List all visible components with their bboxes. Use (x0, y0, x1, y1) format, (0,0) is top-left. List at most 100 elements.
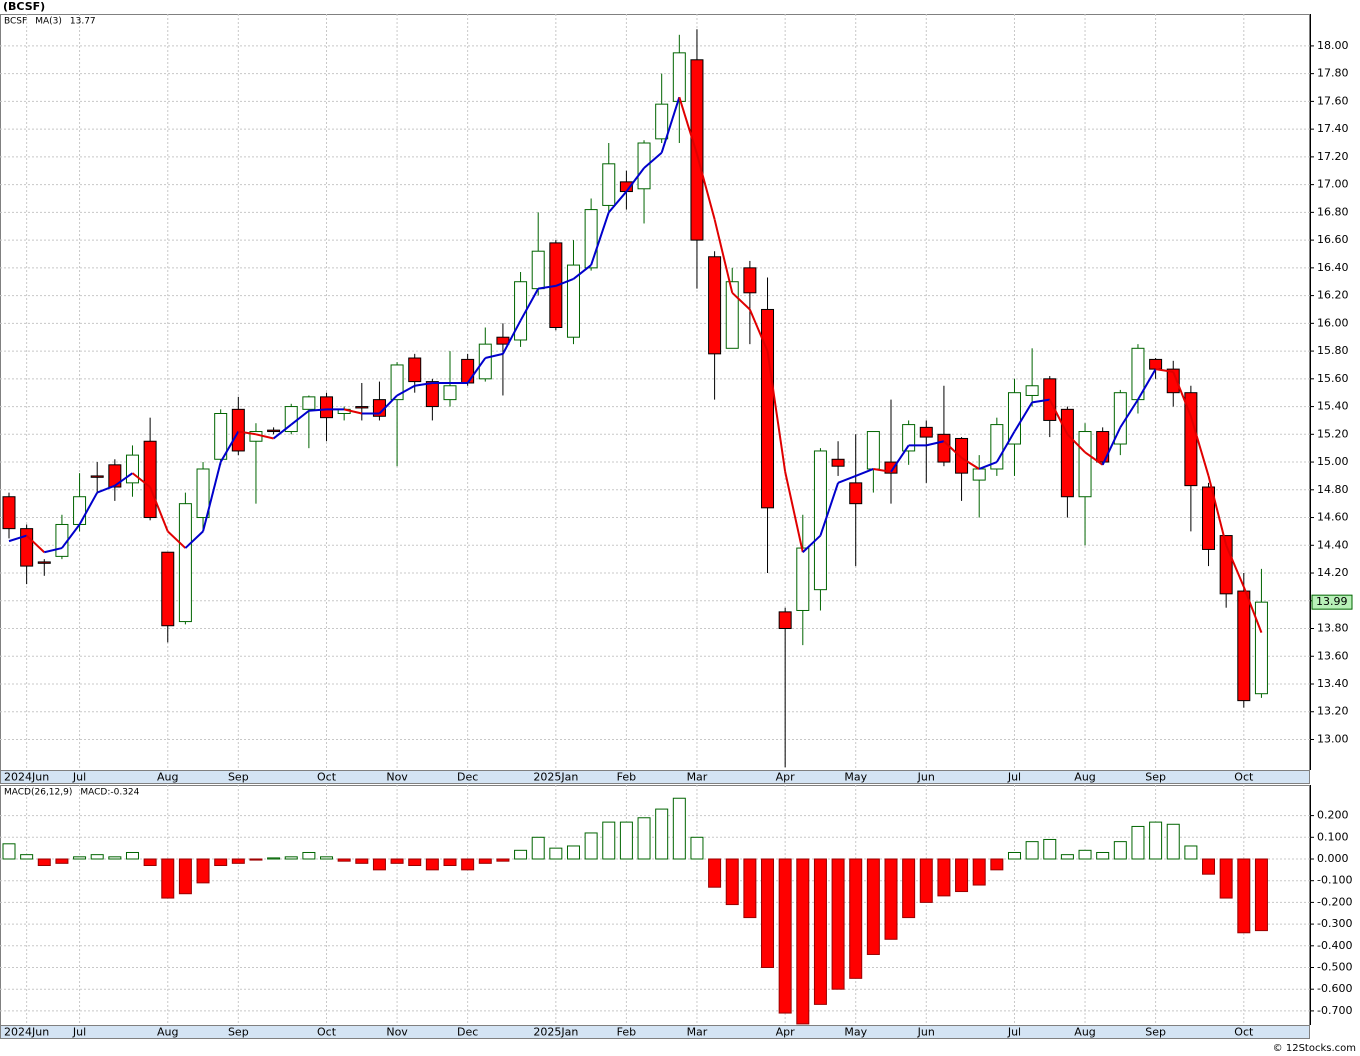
ma-line-segment (114, 472, 134, 487)
candle-body (743, 267, 757, 294)
ma-line-segment (748, 309, 769, 352)
ma-line-segment (1066, 433, 1086, 454)
y-tick-label: -0.400 (1317, 939, 1352, 952)
ma-line-segment (643, 151, 663, 169)
macd-bar (408, 858, 422, 867)
macd-bar (1254, 858, 1268, 932)
x-tick-label: Apr (776, 1026, 796, 1039)
macd-bar (196, 858, 210, 884)
macd-bar (1131, 825, 1145, 860)
macd-bar (390, 858, 404, 864)
legend-entry: 13.77 (70, 17, 96, 27)
macd-bar (443, 858, 457, 867)
macd-bar (372, 858, 386, 871)
ma-line-segment (1189, 415, 1210, 477)
y-tick-label: -0.300 (1317, 917, 1352, 930)
candle-body (443, 385, 457, 401)
ma-line-segment (1119, 399, 1139, 428)
candle-body (796, 547, 810, 611)
macd-bar (1202, 858, 1216, 875)
ma-line-segment (660, 96, 681, 154)
ma-line-segment (396, 384, 416, 397)
y-tick-label: 0.200 (1317, 809, 1349, 822)
x-tick-label: Nov (386, 1026, 408, 1039)
candle-body (849, 482, 863, 505)
last-price-box (1311, 594, 1353, 610)
candle-body (602, 163, 616, 206)
ma-line-segment (1172, 371, 1192, 417)
ma-line-segment (802, 534, 822, 553)
plot-area (0, 785, 1310, 1026)
ma-line-segment (555, 278, 574, 287)
ma-line-segment (1155, 368, 1174, 373)
y-tick-label: 17.40 (1317, 122, 1349, 135)
x-tick-label: May (844, 1026, 867, 1039)
macd-bar (1043, 838, 1057, 860)
macd-bar (672, 797, 686, 860)
candle-body (1025, 385, 1039, 396)
macd-bar (214, 858, 228, 867)
candle-body (302, 396, 316, 410)
macd-bar (566, 845, 580, 860)
candle-body (778, 611, 792, 630)
ma-line-segment (519, 288, 540, 322)
ma-line-segment (731, 292, 751, 311)
y-tick-label: -0.100 (1317, 874, 1352, 887)
y-tick-label: -0.600 (1317, 982, 1352, 995)
ma-line-segment (219, 431, 240, 463)
candle-body (496, 336, 510, 345)
x-tick-label: Aug (157, 771, 178, 784)
macd-bar (20, 854, 34, 860)
ma-line-segment (343, 408, 363, 415)
ma-line-segment (466, 357, 487, 384)
x-tick-label: Dec (457, 1026, 478, 1039)
macd-bar (584, 832, 598, 860)
macd-bar (761, 858, 775, 968)
candle-body (178, 503, 192, 623)
candle-body (461, 358, 475, 384)
ma-line-segment (819, 482, 840, 536)
macd-bar (531, 836, 545, 860)
macd-bar (478, 858, 492, 864)
macd-bar (849, 858, 863, 979)
date-band (0, 1025, 1310, 1039)
macd-bar (355, 858, 369, 864)
macd-bar (902, 858, 916, 919)
ma-line-segment (272, 423, 292, 440)
candle-body (267, 429, 281, 433)
ma-line-segment (961, 457, 980, 470)
x-tick-label: Jul (1007, 771, 1021, 784)
macd-bar (955, 858, 969, 893)
macd-bar (1184, 845, 1198, 860)
candle-body (125, 454, 139, 484)
x-tick-label: Jun (917, 771, 935, 784)
macd-bar (55, 858, 69, 864)
y-tick-label: -0.500 (1317, 960, 1352, 973)
y-tick-label: 16.80 (1317, 205, 1349, 218)
candle-body (390, 364, 404, 401)
candle-body (655, 103, 669, 140)
macd-bar (655, 808, 669, 860)
candle-body (108, 464, 122, 488)
ma-line-segment (678, 96, 698, 155)
ma-line-segment (1207, 475, 1228, 546)
x-tick-label: Oct (317, 1026, 337, 1039)
y-tick-label: 15.20 (1317, 427, 1349, 440)
y-tick-label: 17.80 (1317, 67, 1349, 80)
macd-bar (496, 858, 510, 862)
candle-body (1166, 368, 1180, 394)
candle-body (637, 142, 651, 190)
macd-bar (337, 858, 351, 862)
candle-body (902, 424, 916, 452)
y-tick-label: 14.20 (1317, 566, 1349, 579)
candle-body (90, 475, 104, 478)
candle-body (20, 528, 34, 567)
ma-line-segment (167, 530, 187, 549)
ma-line-segment (1048, 399, 1069, 435)
candle-body (566, 264, 580, 338)
ma-line-segment (538, 284, 556, 290)
y-tick-label: 15.00 (1317, 455, 1349, 468)
macd-bar (267, 857, 281, 860)
x-tick-label: Feb (617, 771, 636, 784)
macd-bar (725, 858, 739, 906)
